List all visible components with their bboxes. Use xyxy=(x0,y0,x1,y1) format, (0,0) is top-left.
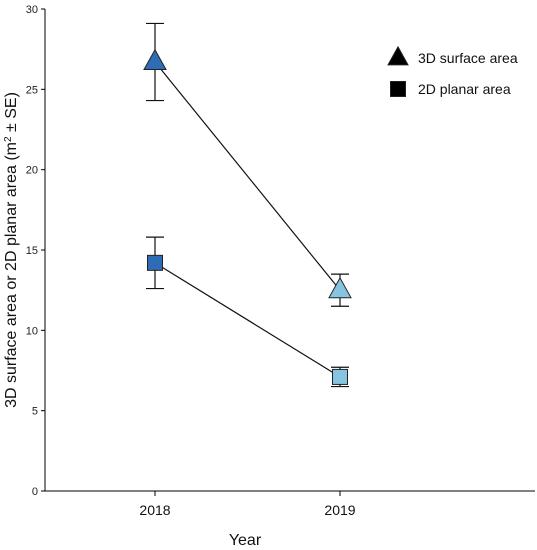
y-tick-label: 20 xyxy=(26,165,38,177)
legend-label: 2D planar area xyxy=(418,81,511,97)
series-2d-planar-area xyxy=(146,236,349,388)
y-axis-title: 3D surface area or 2D planar area (m2 ± … xyxy=(3,92,21,408)
y-tick-label: 0 xyxy=(32,486,38,498)
y-tick-label: 25 xyxy=(26,84,38,96)
data-point-square xyxy=(332,368,348,385)
y-tick-label: 30 xyxy=(26,4,38,16)
y-tick-label: 5 xyxy=(32,406,38,418)
x-tick-label: 2018 xyxy=(139,502,170,518)
legend: 3D surface area 2D planar area xyxy=(387,45,518,97)
data-point-square xyxy=(147,254,163,271)
legend-triangle-icon xyxy=(387,45,409,66)
legend-label: 3D surface area xyxy=(418,50,518,66)
y-tick-label: 15 xyxy=(26,245,38,257)
y-axis: 0 5 10 15 20 25 30 xyxy=(26,4,46,498)
x-tick-label: 2019 xyxy=(324,502,355,518)
legend-item: 2D planar area xyxy=(390,81,511,97)
series-line xyxy=(154,262,341,378)
data-point-triangle xyxy=(143,48,167,71)
series-line xyxy=(154,61,341,291)
x-axis-title: Year xyxy=(229,532,262,549)
series-3d-surface-area xyxy=(143,22,352,307)
y-tick-label: 10 xyxy=(26,325,38,337)
x-axis: 2018 2019 xyxy=(45,490,535,518)
legend-item: 3D surface area xyxy=(387,45,518,66)
data-point-triangle xyxy=(328,276,352,299)
series-layer xyxy=(143,22,352,388)
legend-square-icon xyxy=(390,81,406,97)
